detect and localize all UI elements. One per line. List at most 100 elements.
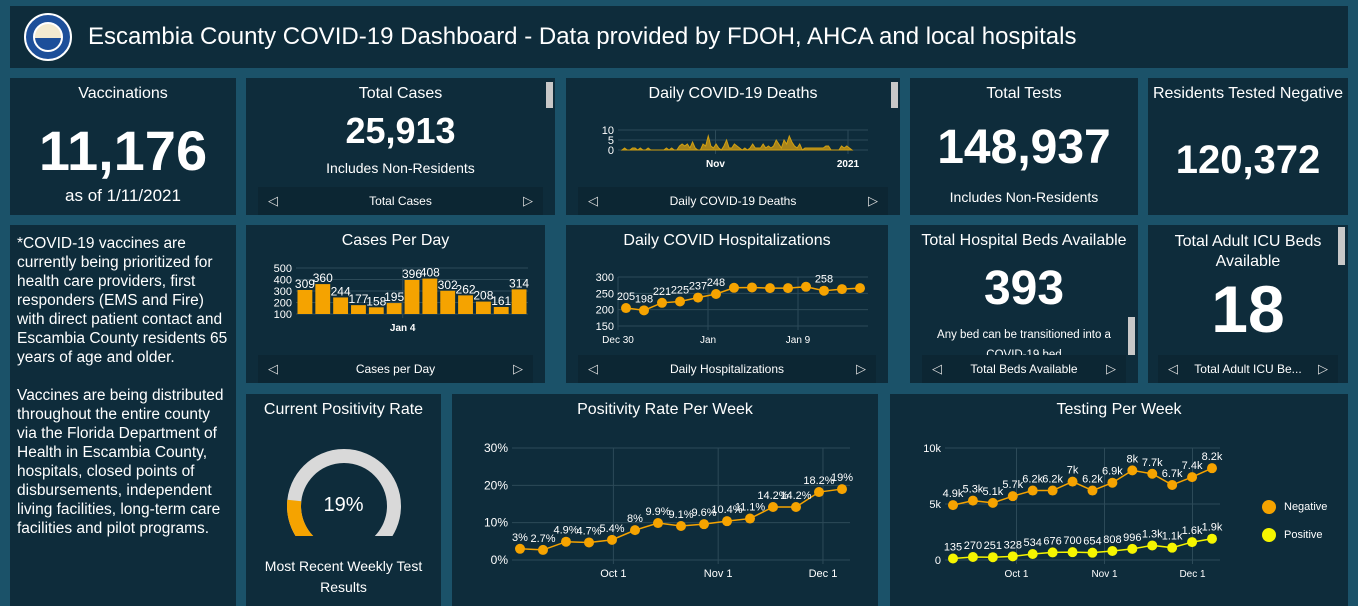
data-label: 221 — [653, 286, 671, 298]
data-label: 1.3k — [1142, 528, 1163, 540]
x-tick-label: Dec 30 — [602, 335, 634, 346]
data-point — [630, 525, 640, 536]
y-tick-label: 400 — [274, 275, 292, 287]
card-subtitle: Includes Non-Residents — [326, 160, 475, 176]
y-tick-label: 5k — [929, 499, 941, 511]
positivity-gauge — [287, 449, 401, 536]
next-arrow-icon[interactable]: ▷ — [855, 361, 866, 376]
next-arrow-icon[interactable]: ▷ — [868, 193, 878, 208]
nav-label: Total Adult ICU Be... — [1194, 362, 1302, 376]
gauge-fill — [287, 499, 314, 536]
card-nav: ◁ Total Beds Available ▷ — [922, 355, 1126, 383]
total-cases-card: Total Cases 25,913 Includes Non-Resident… — [246, 78, 555, 215]
legend-item-positive[interactable]: Positive — [1262, 528, 1323, 542]
data-label: 654 — [1083, 536, 1101, 548]
data-label: 6.2k — [1042, 474, 1063, 486]
legend-item-negative[interactable]: Negative — [1262, 500, 1327, 514]
vaccinations-card: Vaccinations 11,176 as of 1/11/2021 — [10, 78, 236, 215]
scrollbar[interactable] — [891, 82, 898, 108]
data-label: 225 — [671, 285, 689, 297]
prev-arrow-icon[interactable]: ◁ — [588, 193, 598, 208]
data-point — [1127, 465, 1138, 476]
nav-label: Daily COVID-19 Deaths — [669, 194, 797, 208]
bar — [493, 306, 509, 314]
bar — [315, 284, 331, 314]
vaccinations-value: 11,176 — [38, 119, 208, 182]
data-label: 8k — [1126, 453, 1138, 465]
bar-label: 244 — [331, 284, 351, 298]
data-point — [987, 552, 998, 563]
data-point — [1107, 477, 1118, 488]
data-point — [1127, 543, 1138, 554]
x-tick-label: Jan — [700, 335, 716, 346]
y-tick-label: 500 — [274, 263, 292, 275]
data-label: 676 — [1043, 535, 1061, 547]
data-label: 205 — [617, 291, 635, 303]
y-tick-label: 200 — [596, 305, 614, 317]
x-tick-label: Dec 1 — [1179, 569, 1206, 580]
data-label: 14.2% — [780, 490, 811, 502]
data-point — [584, 537, 594, 548]
card-title: Total Adult ICU Beds Available — [1174, 233, 1322, 268]
next-arrow-icon[interactable]: ▷ — [1106, 361, 1116, 376]
prev-arrow-icon[interactable]: ◁ — [932, 361, 942, 376]
data-point — [621, 303, 631, 314]
residents-negative-value: 120,372 — [1175, 138, 1321, 182]
prev-arrow-icon[interactable]: ◁ — [268, 193, 278, 208]
card-nav: ◁ Daily COVID-19 Deaths ▷ — [578, 187, 888, 215]
data-point — [639, 305, 649, 316]
x-tick-label: Jan 4 — [390, 323, 416, 334]
data-point — [1187, 472, 1198, 483]
card-nav: ◁ Total Adult ICU Be... ▷ — [1158, 355, 1338, 383]
next-arrow-icon[interactable]: ▷ — [513, 361, 523, 376]
bar-label: 408 — [420, 266, 440, 280]
prev-arrow-icon[interactable]: ◁ — [588, 361, 598, 376]
next-arrow-icon[interactable]: ▷ — [1317, 361, 1328, 376]
page-title: Escambia County COVID-19 Dashboard - Dat… — [88, 23, 1077, 50]
data-label: 1.1k — [1162, 531, 1183, 543]
x-tick-label: Oct 1 — [1005, 569, 1029, 580]
nav-label: Cases per Day — [355, 362, 436, 376]
data-point — [801, 281, 811, 292]
data-label: 1.6k — [1182, 525, 1203, 537]
next-arrow-icon[interactable]: ▷ — [522, 193, 533, 208]
data-label: 270 — [964, 540, 982, 552]
data-point — [561, 536, 571, 547]
bar — [351, 305, 366, 314]
data-point — [1027, 485, 1038, 496]
prev-arrow-icon[interactable]: ◁ — [1168, 361, 1178, 376]
data-point — [1067, 476, 1078, 487]
bar-label: 208 — [473, 289, 493, 303]
prev-arrow-icon[interactable]: ◁ — [268, 361, 278, 376]
bar-label: 158 — [366, 294, 386, 308]
card-subtitle: Most Recent Weekly Test Results — [264, 558, 423, 595]
data-label: 996 — [1123, 532, 1141, 544]
data-label: 5.1k — [982, 486, 1003, 498]
bar-label: 195 — [384, 290, 404, 304]
nav-label: Total Cases — [369, 194, 432, 208]
bar — [297, 289, 313, 314]
data-label: 8.2k — [1202, 451, 1223, 463]
bar — [440, 290, 456, 314]
positivity-week-chart: 30% 20% 10% 0% Oct 1 Nov 1 Dec 1 3% 2.7%4.9%4.7%… — [484, 441, 853, 580]
info-paragraph: Vaccines are being distributed throughou… — [17, 387, 224, 537]
x-tick-label: Dec 1 — [809, 568, 838, 580]
card-title: Cases Per Day — [341, 232, 450, 249]
testing-week-card: Testing Per Week 10k 5k 0 Oct 1 Nov 1 Dec 1 4.… — [890, 394, 1348, 606]
data-label: 808 — [1103, 534, 1121, 546]
bar-label: 302 — [438, 278, 458, 292]
scrollbar[interactable] — [546, 82, 553, 108]
info-paragraph: *COVID-19 vaccines are currently being p… — [17, 235, 228, 366]
data-point — [1047, 547, 1058, 558]
bar-label: 161 — [491, 294, 511, 308]
data-point — [1147, 468, 1158, 479]
scrollbar[interactable] — [1128, 317, 1135, 355]
data-point — [1207, 533, 1217, 544]
data-label: 7.4k — [1182, 460, 1203, 472]
bar-label: 309 — [295, 277, 315, 291]
data-label: 9.1% — [668, 509, 693, 521]
data-label: 198 — [635, 293, 653, 305]
data-label: 248 — [707, 277, 725, 289]
scrollbar[interactable] — [1338, 227, 1345, 265]
